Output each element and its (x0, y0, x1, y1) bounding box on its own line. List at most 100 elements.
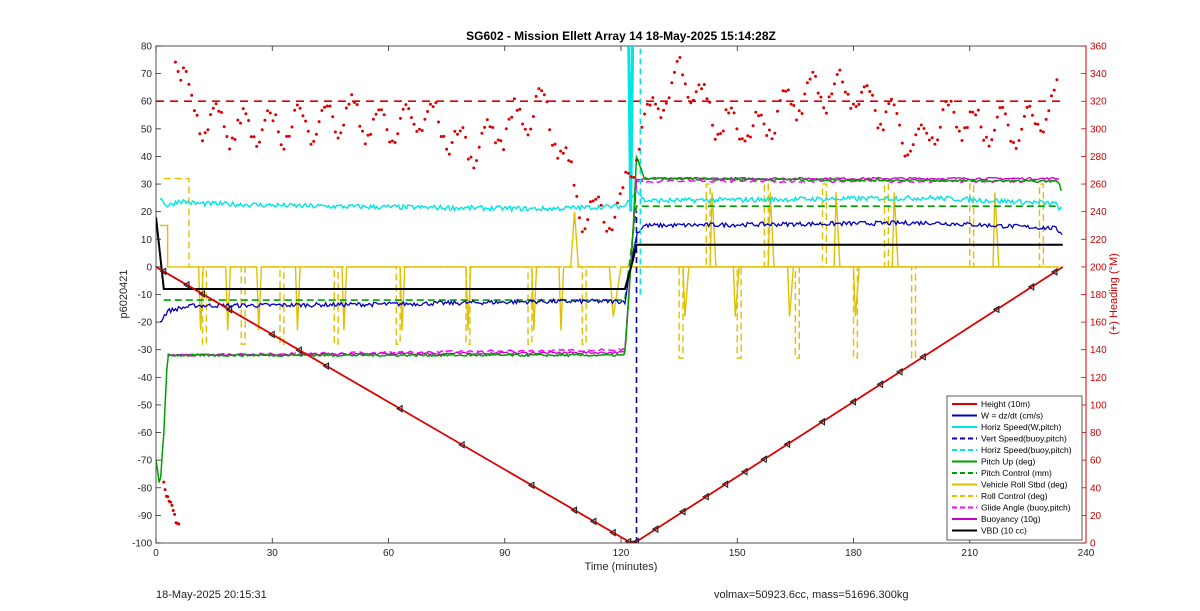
heading-point (169, 500, 172, 504)
heading-point (561, 151, 565, 155)
heading-point (879, 122, 883, 126)
heading-point (670, 81, 674, 85)
heading-point (675, 59, 679, 63)
legend-label: VBD (10 cc) (981, 526, 1027, 536)
heading-point (442, 134, 446, 138)
heading-point (591, 199, 595, 203)
heading-point (692, 98, 695, 102)
heading-point (824, 111, 828, 115)
heading-point (941, 108, 945, 112)
y-tick-label-left: -40 (138, 373, 153, 384)
height-marker (818, 417, 826, 426)
heading-point (382, 113, 386, 117)
heading-point (220, 110, 223, 114)
heading-point (276, 130, 280, 134)
series-horiz-speed-spike (627, 46, 635, 212)
heading-point (271, 119, 275, 123)
y-tick-label-left: 60 (141, 97, 153, 108)
heading-point (854, 105, 858, 108)
heading-point (949, 99, 953, 103)
y-tick-label-left: 10 (141, 235, 153, 246)
heading-point (705, 97, 709, 101)
height-marker (919, 352, 926, 361)
heading-point (244, 112, 248, 116)
heading-point (1025, 105, 1029, 109)
heading-point (423, 117, 427, 121)
heading-point (944, 100, 948, 103)
heading-point (190, 93, 194, 97)
heading-point (1052, 88, 1056, 92)
x-tick-label: 240 (1078, 548, 1095, 559)
heading-point (548, 128, 552, 132)
heading-point (518, 107, 522, 111)
heading-point (320, 109, 324, 112)
heading-point (599, 203, 603, 207)
heading-point (380, 108, 383, 112)
heading-point (800, 112, 804, 115)
heading-point (453, 129, 457, 133)
y-tick-label-left: 80 (141, 42, 153, 53)
heading-point (835, 73, 839, 76)
heading-point (976, 108, 980, 112)
heading-point (995, 115, 999, 119)
heading-point (952, 110, 956, 114)
heading-point (686, 95, 690, 99)
heading-point (613, 215, 617, 219)
heading-point (333, 130, 337, 134)
heading-point (656, 107, 660, 111)
heading-point (1017, 139, 1021, 142)
heading-point (293, 108, 297, 112)
heading-point (344, 106, 348, 110)
x-tick-label: 180 (845, 548, 862, 559)
heading-point (729, 106, 733, 110)
y-tick-label-right: 140 (1090, 345, 1107, 356)
heading-point (892, 103, 896, 107)
heading-point (751, 124, 755, 128)
y-tick-label-left: -80 (138, 483, 153, 494)
heading-point (960, 139, 964, 142)
heading-point (540, 89, 544, 93)
heading-point (724, 108, 728, 112)
heading-point (822, 106, 826, 110)
y-axis-label-left: p6020421 (118, 270, 130, 319)
heading-point (927, 138, 931, 142)
heading-point (477, 145, 481, 149)
heading-point (1039, 129, 1043, 133)
heading-point (559, 149, 563, 153)
heading-point (255, 144, 259, 148)
heading-point (998, 106, 1002, 110)
heading-point (895, 112, 899, 115)
heading-point (545, 100, 549, 104)
heading-point (694, 90, 698, 94)
height-marker (702, 492, 709, 501)
heading-point (702, 83, 706, 86)
footer-mass-info: volmax=50923.6cc, mass=51696.300kg (714, 589, 909, 601)
heading-point (781, 89, 785, 93)
heading-point (504, 127, 508, 131)
y-tick-label-right: 200 (1090, 262, 1107, 273)
legend: Height (10m)W = dz/dt (cm/s)Horiz Speed(… (946, 395, 1083, 541)
heading-point (342, 123, 346, 127)
heading-point (871, 93, 874, 97)
heading-point (933, 142, 937, 146)
heading-point (447, 152, 451, 156)
heading-point (678, 56, 682, 59)
heading-point (461, 126, 465, 130)
heading-point (537, 87, 541, 91)
heading-point (917, 127, 921, 131)
x-tick-label: 30 (267, 548, 279, 559)
height-marker (182, 280, 190, 289)
heading-point (485, 118, 489, 122)
heading-point (797, 109, 801, 113)
heading-point (352, 101, 356, 104)
heading-point (374, 112, 378, 116)
y-tick-label-right: 40 (1090, 483, 1102, 494)
height-marker (609, 528, 616, 537)
heading-point (993, 128, 996, 132)
series-roll-control (163, 177, 1059, 359)
height-marker (740, 467, 748, 476)
height-marker (225, 305, 233, 314)
series-pitch-control (163, 205, 1059, 301)
heading-point (762, 122, 766, 126)
height-marker (651, 525, 659, 534)
